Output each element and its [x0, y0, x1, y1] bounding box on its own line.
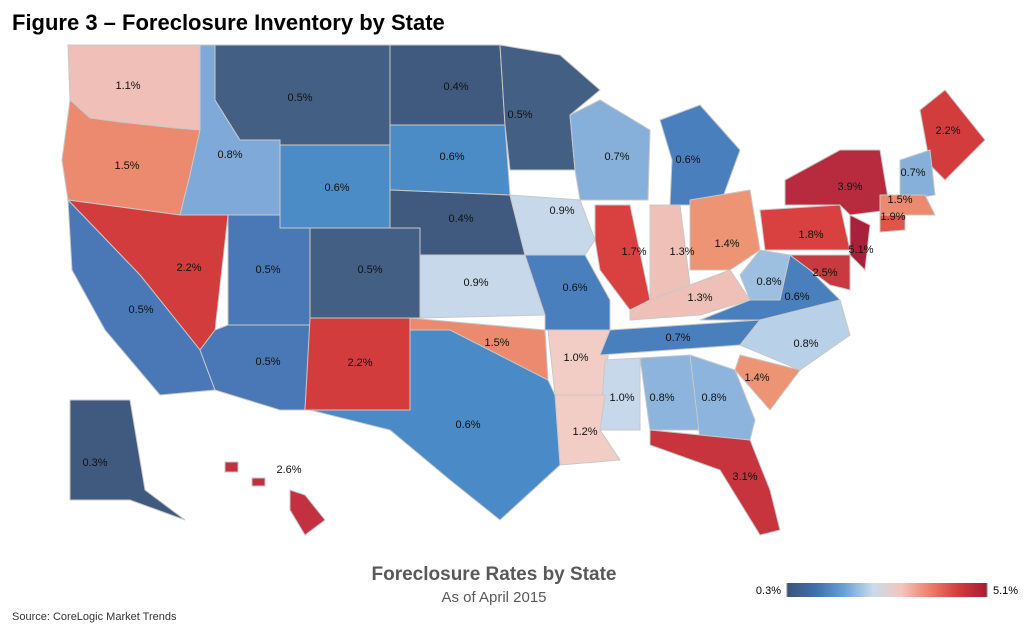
state-value-label: 2.2%	[347, 357, 372, 369]
source: Source: CoreLogic Market Trends	[12, 611, 177, 623]
state-value-label: 0.9%	[549, 205, 574, 217]
state-value-label: 0.6%	[439, 151, 464, 163]
state-value-label: 0.5%	[255, 264, 280, 276]
state-value-label: 0.7%	[900, 167, 925, 179]
state	[734, 354, 801, 411]
state-value-label: 2.5%	[812, 267, 837, 279]
title: Figure 3 – Foreclosure Inventory by Stat…	[12, 10, 445, 35]
state-value-label: 0.3%	[82, 457, 107, 469]
state-value-label: 0.6%	[675, 154, 700, 166]
state-value-label: 1.0%	[563, 352, 588, 364]
state-value-label: 0.5%	[128, 304, 153, 316]
state	[879, 214, 906, 233]
state-value-label: 1.5%	[114, 160, 139, 172]
state-value-label: 2.2%	[176, 262, 201, 274]
state-value-label: 1.0%	[609, 392, 634, 404]
state	[759, 204, 851, 251]
state-value-label: 1.3%	[687, 292, 712, 304]
state	[689, 189, 761, 271]
state	[899, 149, 936, 201]
state	[69, 399, 186, 521]
state-value-label: 0.4%	[443, 81, 468, 93]
state-value-label: 1.5%	[484, 337, 509, 349]
state-value-label: 0.5%	[287, 92, 312, 104]
state	[67, 198, 216, 396]
state	[784, 149, 891, 216]
colorbar-label: 5.1%	[993, 585, 1018, 597]
state-value-label: 2.2%	[935, 125, 960, 137]
state-value-label: 1.8%	[798, 229, 823, 241]
state-value-label: 0.4%	[448, 213, 473, 225]
state-value-label: 0.8%	[701, 392, 726, 404]
state-value-label: 1.5%	[887, 194, 912, 206]
state-value-label: 5.1%	[848, 244, 873, 256]
state	[689, 354, 756, 441]
state-value-label: 3.1%	[732, 471, 757, 483]
state	[509, 194, 596, 256]
colorbar	[787, 583, 987, 597]
state-value-label: 2.6%	[276, 464, 301, 476]
subtitle: Foreclosure Rates by State	[372, 564, 617, 585]
state-value-label: 0.6%	[784, 291, 809, 303]
state-value-label: 0.7%	[665, 332, 690, 344]
state-value-label: 1.4%	[744, 372, 769, 384]
colorbar-label: 0.3%	[756, 585, 781, 597]
state-value-label: 0.8%	[649, 392, 674, 404]
state-value-label: 1.4%	[714, 238, 739, 250]
state-value-label: 1.2%	[572, 426, 597, 438]
state-value-label: 0.5%	[507, 109, 532, 121]
state-value-label: 0.5%	[357, 264, 382, 276]
state	[699, 254, 841, 321]
state-value-label: 1.7%	[621, 246, 646, 258]
state	[739, 299, 851, 371]
state	[788, 254, 851, 291]
state-value-label: 0.6%	[455, 419, 480, 431]
state-value-label: 0.8%	[756, 276, 781, 288]
state	[849, 214, 871, 272]
labels: 1.1% 1.5% 0.8% 0.5% 0.6% 0.4% 0.6% 0.5% 0.7% 0.6%…	[82, 80, 960, 483]
state-value-label: 1.9%	[880, 211, 905, 223]
state-value-label: 3.9%	[837, 181, 862, 193]
state	[309, 329, 561, 521]
state	[224, 461, 326, 536]
state-value-label: 1.1%	[115, 80, 140, 92]
state-value-label: 0.5%	[255, 356, 280, 368]
state-value-label: 1.3%	[669, 246, 694, 258]
date-note: As of April 2015	[441, 589, 546, 606]
state-value-label: 0.9%	[463, 277, 488, 289]
states	[61, 44, 986, 536]
state-value-label: 0.6%	[562, 282, 587, 294]
state	[879, 194, 936, 216]
state	[569, 99, 651, 201]
state	[649, 429, 781, 536]
state-value-label: 0.7%	[604, 151, 629, 163]
state	[629, 269, 751, 321]
state-value-label: 0.8%	[217, 149, 242, 161]
state-value-label: 0.8%	[793, 338, 818, 350]
state-value-label: 0.6%	[324, 182, 349, 194]
